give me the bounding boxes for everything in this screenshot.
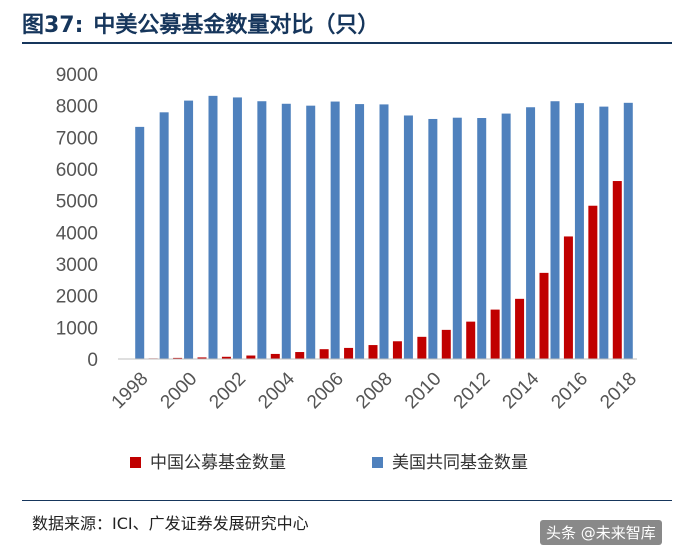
china-bar: [221, 356, 231, 359]
watermark: 头条 @未来智库: [540, 520, 662, 545]
china-bar: [392, 341, 402, 359]
x-tick-label: 2008: [352, 368, 397, 413]
us-bar: [330, 101, 340, 360]
x-tick-label: 2014: [499, 368, 544, 413]
x-tick-label: 2010: [401, 368, 446, 413]
legend-label-china: 中国公募基金数量: [150, 453, 286, 473]
china-bar: [295, 352, 305, 359]
legend-swatch-us: [372, 457, 383, 468]
us-bar: [184, 100, 194, 359]
chart-title: 中美公募基金数量对比（只）: [93, 13, 380, 38]
china-bar: [539, 272, 549, 359]
us-bar: [526, 107, 536, 359]
y-tick-label: 8000: [56, 97, 98, 118]
bar-chart: 0 1000 2000 3000 4000 5000 6000 7000 8000 9000 199…: [56, 65, 641, 473]
x-tick-label: 2016: [547, 368, 592, 413]
x-tick-label: 1998: [108, 368, 153, 413]
us-bar: [501, 113, 511, 359]
us-bar: [232, 97, 242, 359]
y-tick-label: 4000: [56, 223, 98, 244]
china-bar: [368, 345, 378, 359]
legend-swatch-china: [130, 457, 141, 468]
china-bar: [173, 357, 183, 359]
us-bar: [306, 105, 316, 359]
us-bar: [208, 95, 218, 359]
y-tick-label: 7000: [56, 128, 98, 149]
x-tick-label: 2012: [450, 368, 495, 413]
y-tick-label: 9000: [56, 65, 98, 86]
legend-label-us: 美国共同基金数量: [392, 453, 528, 473]
china-bar: [588, 205, 598, 359]
us-bar: [355, 104, 365, 359]
us-bar: [428, 118, 438, 359]
us-bar: [159, 112, 169, 359]
x-tick-label: 2006: [303, 368, 348, 413]
china-bar: [441, 329, 451, 359]
china-bar: [515, 298, 525, 359]
y-tick-label: 6000: [56, 160, 98, 181]
y-tick-label: 5000: [56, 192, 98, 213]
y-tick-label: 2000: [56, 287, 98, 308]
x-tick-label: 2002: [205, 368, 250, 413]
china-bar: [466, 321, 476, 359]
china-bar: [270, 353, 280, 359]
source-note: 数据来源：ICI、广发证券发展研究中心: [32, 514, 309, 533]
x-tick-label: 2018: [596, 368, 641, 413]
china-bar: [417, 336, 427, 359]
us-bar: [257, 101, 267, 359]
china-bar: [344, 347, 354, 359]
us-bar: [403, 115, 413, 359]
china-bar: [612, 181, 622, 359]
us-bar: [623, 102, 633, 360]
us-bar: [281, 103, 291, 359]
top-divider: [22, 42, 672, 44]
us-bar: [599, 106, 609, 359]
us-bar: [477, 118, 487, 360]
y-tick-label: 0: [87, 350, 98, 371]
bottom-divider: [22, 500, 672, 501]
china-bar: [490, 309, 500, 359]
y-tick-label: 1000: [56, 318, 98, 339]
china-bar: [319, 349, 329, 359]
us-bar: [574, 103, 584, 359]
y-tick-label: 3000: [56, 255, 98, 276]
china-bar: [246, 355, 256, 359]
figure-header: 图37: 中美公募基金数量对比（只）: [22, 6, 672, 40]
x-tick-label: 2004: [254, 368, 299, 413]
x-tick-label: 2000: [157, 368, 202, 413]
us-bar: [452, 117, 462, 359]
us-bar: [550, 101, 560, 359]
figure-label: 图37:: [22, 13, 84, 38]
us-bar: [135, 126, 145, 359]
china-bar: [563, 236, 573, 359]
us-bar: [379, 104, 389, 360]
china-bar: [197, 357, 207, 359]
